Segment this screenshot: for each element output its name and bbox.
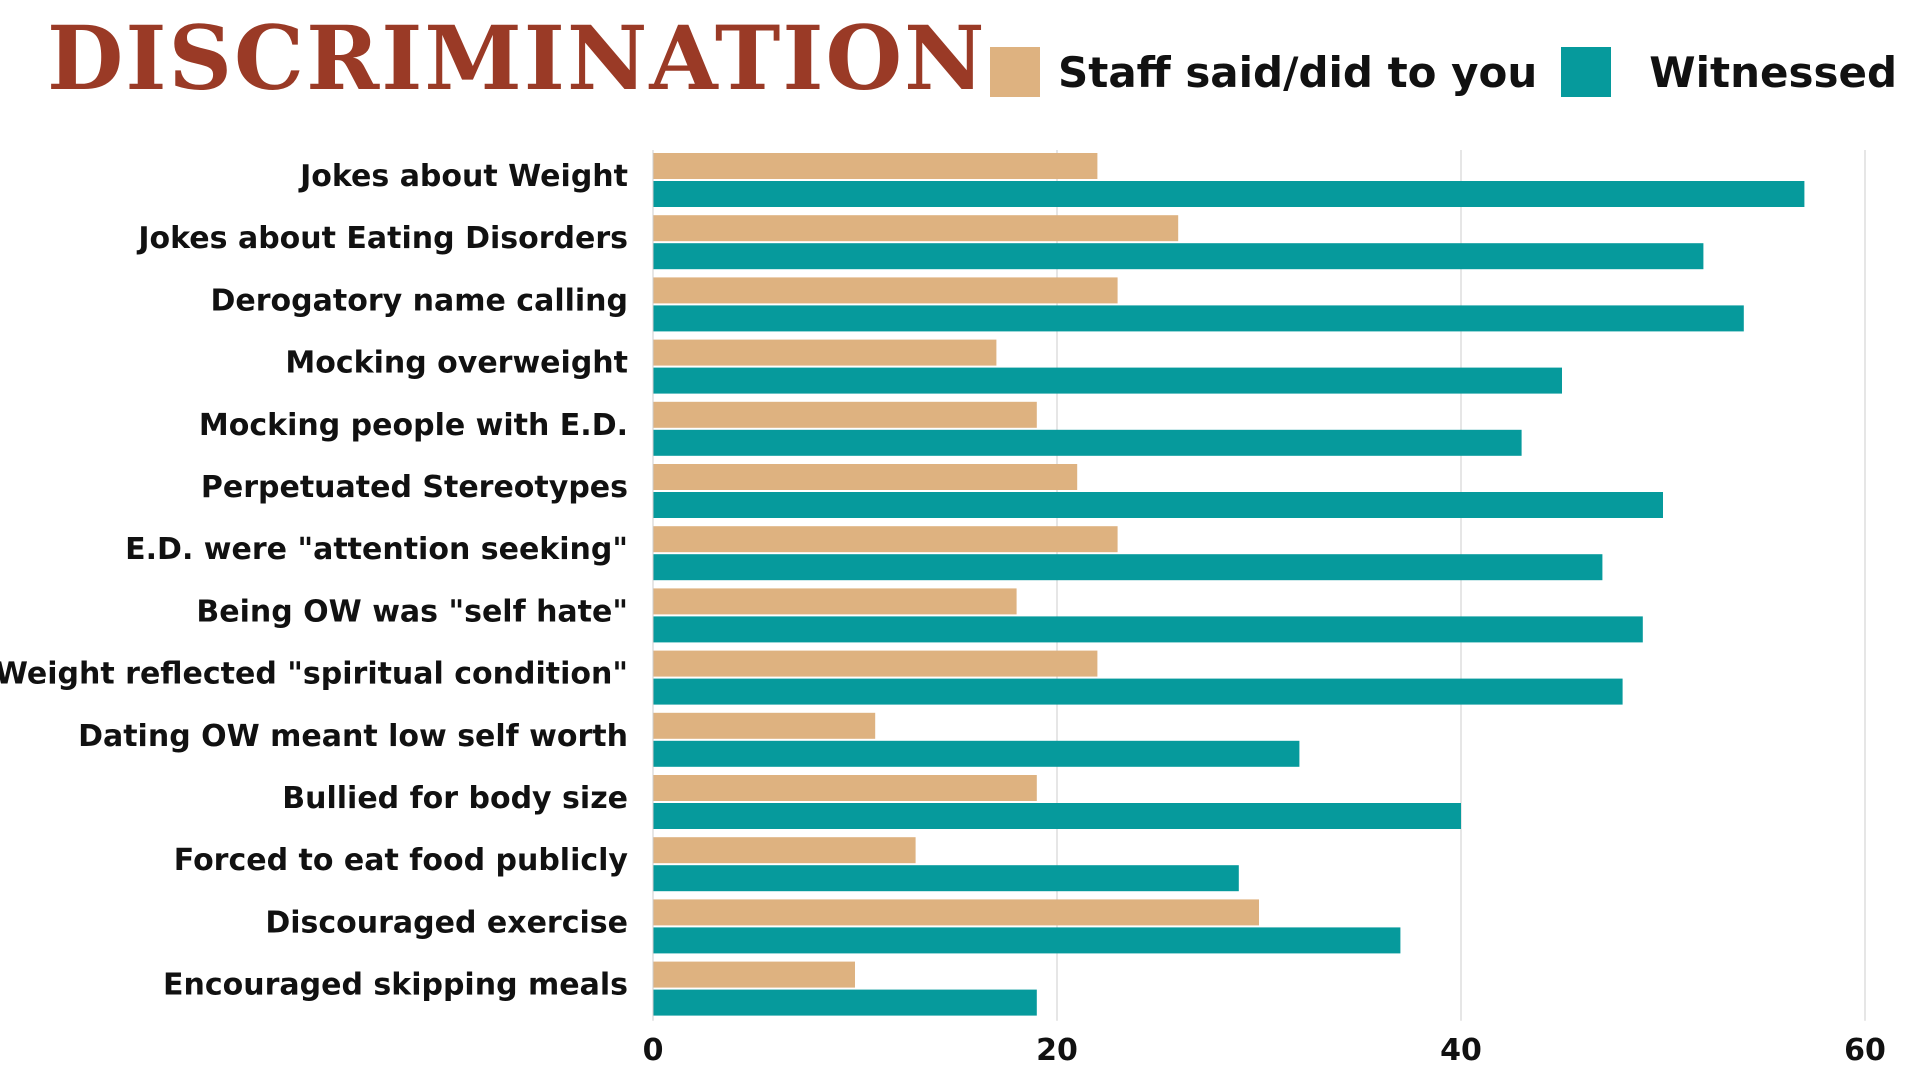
bar-staff-12: [653, 899, 1259, 926]
bar-staff-7: [653, 588, 1017, 615]
category-label-1: Jokes about Eating Disorders: [136, 221, 628, 256]
bar-witnessed-13: [653, 989, 1037, 1016]
bar-staff-6: [653, 526, 1118, 553]
bar-staff-13: [653, 961, 855, 988]
bar-witnessed-0: [653, 181, 1805, 207]
category-label-4: Mocking people with E.D.: [199, 408, 628, 443]
category-label-12: Discouraged exercise: [265, 905, 628, 940]
category-label-9: Dating OW meant low self worth: [78, 719, 628, 754]
legend-label-witnessed: Witnessed: [1649, 47, 1898, 97]
category-label-3: Mocking overweight: [285, 346, 628, 381]
bar-staff-0: [653, 153, 1098, 179]
bar-witnessed-9: [653, 740, 1300, 767]
bar-witnessed-6: [653, 554, 1603, 581]
bar-witnessed-11: [653, 865, 1239, 892]
bar-staff-2: [653, 277, 1118, 304]
legend: Staff said/did to you Witnessed: [990, 46, 1920, 98]
chart-title: DISCRIMINATION: [47, 6, 987, 110]
x-tick-label-40: 40: [1440, 1033, 1482, 1068]
bar-witnessed-1: [653, 243, 1704, 270]
category-label-11: Forced to eat food publicly: [174, 843, 629, 878]
bar-staff-5: [653, 464, 1078, 490]
category-label-6: E.D. were "attention seeking": [125, 532, 628, 567]
category-label-8: Weight reflected "spiritual condition": [0, 657, 628, 692]
bar-witnessed-2: [653, 305, 1744, 332]
bar-staff-11: [653, 837, 916, 864]
bar-staff-3: [653, 339, 997, 366]
category-label-2: Derogatory name calling: [211, 283, 628, 318]
category-label-13: Encouraged skipping meals: [163, 968, 628, 1003]
bar-witnessed-4: [653, 429, 1522, 456]
x-tick-label-0: 0: [643, 1033, 664, 1068]
bar-witnessed-10: [653, 803, 1461, 829]
bar-witnessed-3: [653, 367, 1562, 394]
bar-witnessed-8: [653, 678, 1623, 705]
category-label-7: Being OW was "self hate": [196, 594, 628, 629]
legend-item-staff: Staff said/did to you: [990, 47, 1537, 97]
category-label-0: Jokes about Weight: [298, 159, 628, 194]
category-label-10: Bullied for body size: [282, 781, 628, 816]
legend-label-staff: Staff said/did to you: [1058, 47, 1538, 97]
bar-staff-1: [653, 215, 1179, 242]
legend-swatch-witnessed: [1561, 47, 1612, 97]
x-tick-label-20: 20: [1036, 1033, 1078, 1068]
x-tick-label-60: 60: [1844, 1033, 1886, 1068]
bar-staff-8: [653, 650, 1098, 677]
bar-staff-9: [653, 712, 876, 739]
bar-staff-4: [653, 401, 1037, 428]
legend-item-witnessed: Witnessed: [1561, 47, 1897, 97]
bar-witnessed-5: [653, 492, 1663, 518]
bar-staff-10: [653, 775, 1037, 801]
bar-witnessed-12: [653, 927, 1401, 954]
legend-swatch-staff: [990, 47, 1040, 97]
bar-witnessed-7: [653, 616, 1643, 643]
category-label-5: Perpetuated Stereotypes: [201, 470, 628, 505]
